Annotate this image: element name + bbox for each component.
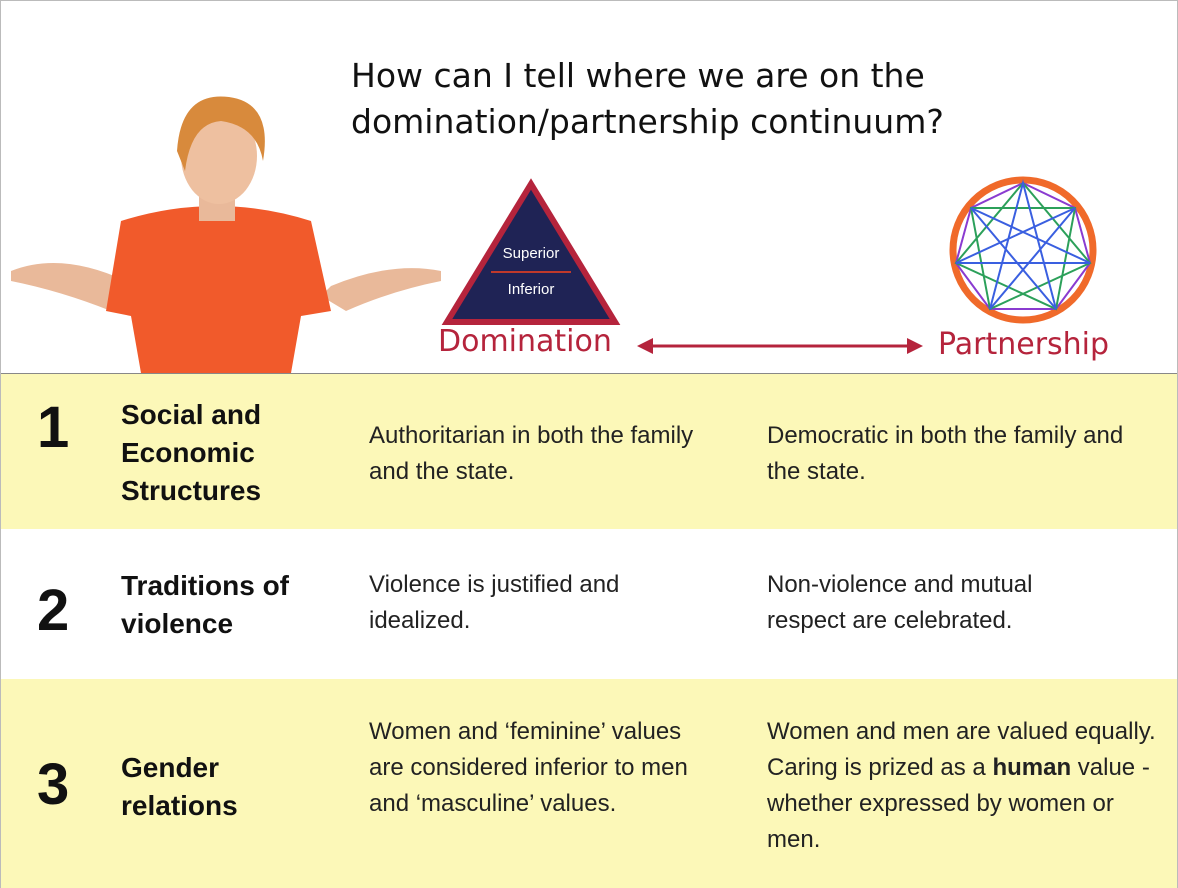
row: 3 Gender relations Women and ‘feminine’ … — [1, 679, 1177, 888]
row-heading: Gender relations — [121, 752, 238, 821]
row-number: 2 — [37, 578, 70, 643]
row-number: 1 — [37, 395, 70, 460]
domination-cell: Violence is justified and idealized. — [369, 571, 627, 634]
row: 2 Traditions of violence Violence is jus… — [1, 529, 1177, 679]
partnership-cell: Democratic in both the family and the st… — [767, 422, 1130, 485]
partnership-cell: Women and men are valued equally. Caring… — [767, 714, 1159, 858]
title-line: How can I tell where we are on the — [351, 56, 925, 95]
row-number: 3 — [37, 752, 70, 817]
text: Women and men are valued equally. Caring… — [767, 718, 1170, 781]
pyramid-label: Inferior — [508, 281, 555, 298]
row-heading: Social and Economic Structures — [121, 399, 269, 506]
continuum-arrow — [637, 338, 923, 354]
title: How can I tell where we are on the domin… — [351, 53, 1111, 145]
bold-text: human — [992, 754, 1072, 781]
domination-cell: Authoritarian in both the family and the… — [369, 422, 700, 485]
domination-label: Domination — [438, 324, 612, 359]
text: value - whether expressed by women or me… — [767, 754, 1157, 853]
person-illustration — [11, 96, 441, 373]
divider — [1, 373, 1177, 374]
domination-cell: Women and ‘feminine’ values are consider… — [369, 718, 695, 817]
network-icon — [949, 176, 1097, 324]
partnership-label: Partnership — [938, 327, 1110, 362]
row-heading: Traditions of violence — [121, 570, 297, 639]
pyramid-icon: Superior Inferior — [441, 178, 621, 325]
title-line: domination/partnership continuum? — [351, 102, 944, 141]
row: 1 Social and Economic Structures Authori… — [1, 374, 1177, 529]
pyramid-label: Superior — [503, 245, 560, 262]
partnership-cell: Non-violence and mutual respect are cele… — [767, 571, 1040, 634]
